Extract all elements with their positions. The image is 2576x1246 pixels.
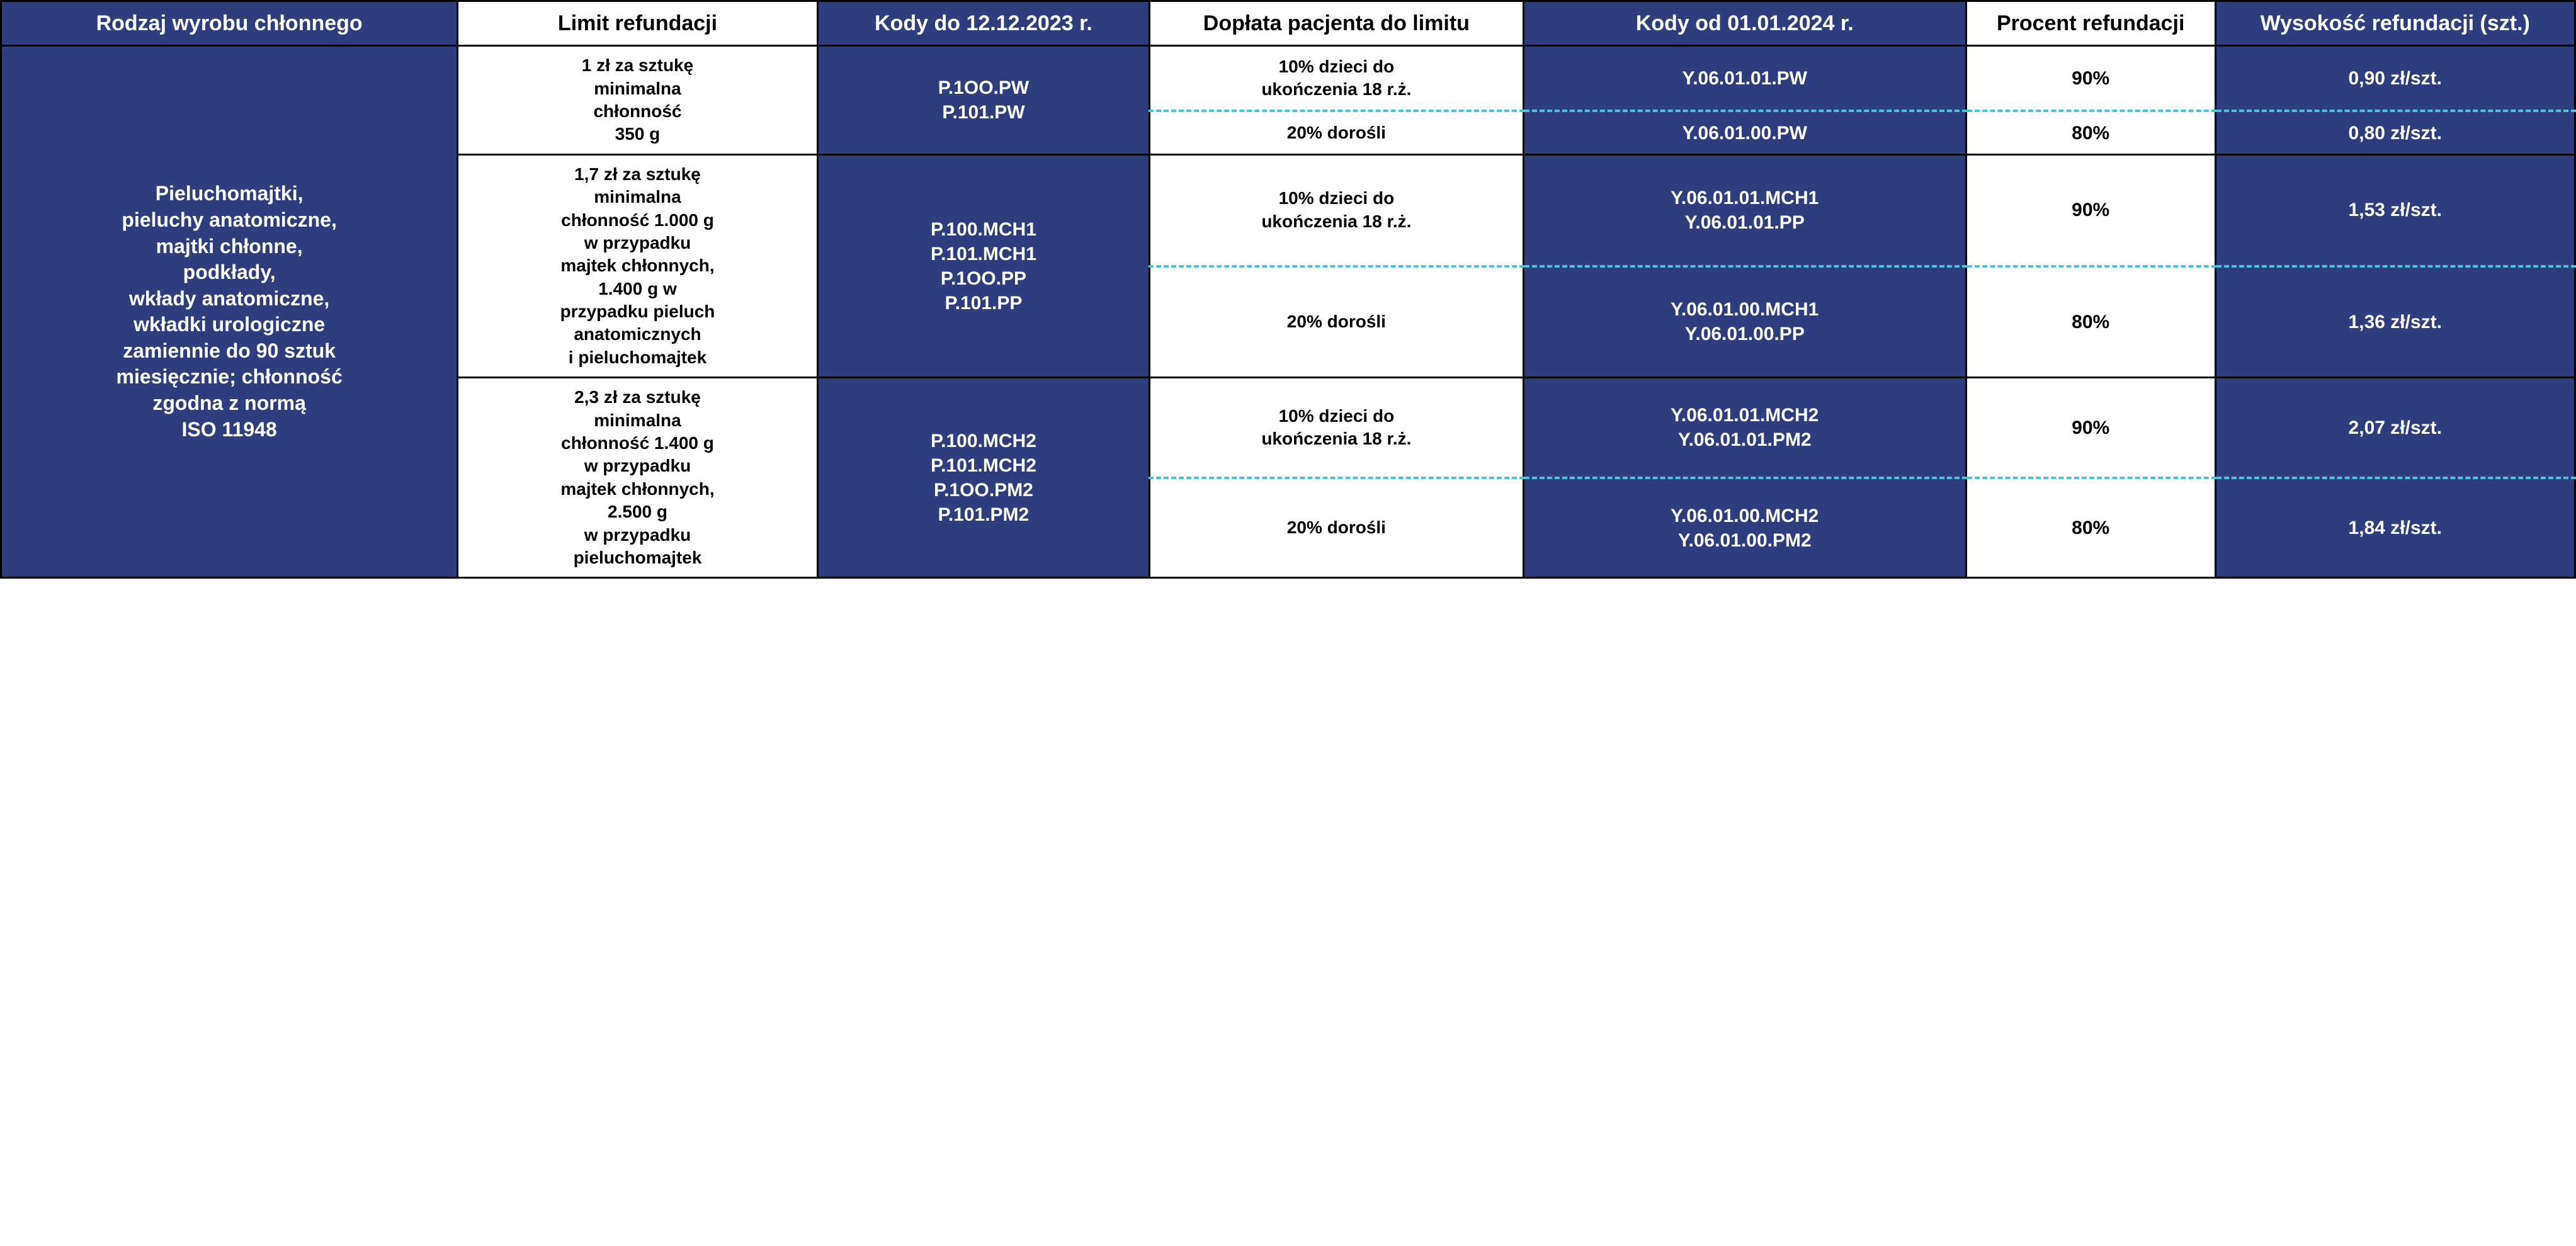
header-codes-old: Kody do 12.12.2023 r. bbox=[817, 1, 1149, 46]
surcharge-cell: 10% dzieci do ukończenia 18 r.ż. bbox=[1150, 378, 1523, 478]
surcharge-cell: 20% dorośli bbox=[1150, 111, 1523, 154]
limit-cell: 2,3 zł za sztukę minimalna chłonność 1.4… bbox=[458, 378, 817, 578]
percent-cell: 80% bbox=[1966, 266, 2215, 378]
header-limit: Limit refundacji bbox=[458, 1, 817, 46]
header-percent: Procent refundacji bbox=[1966, 1, 2215, 46]
surcharge-cell: 20% dorośli bbox=[1150, 478, 1523, 578]
product-type-cell: Pieluchomajtki, pieluchy anatomiczne, ma… bbox=[1, 46, 458, 578]
amount-cell: 0,90 zł/szt. bbox=[2215, 46, 2575, 111]
percent-cell: 80% bbox=[1966, 111, 2215, 154]
codes-old-cell: P.100.MCH1 P.101.MCH1 P.1OO.PP P.101.PP bbox=[817, 154, 1149, 378]
codes-new-cell: Y.06.01.00.MCH2 Y.06.01.00.PM2 bbox=[1523, 478, 1966, 578]
table-row: Pieluchomajtki, pieluchy anatomiczne, ma… bbox=[1, 46, 2575, 111]
amount-cell: 2,07 zł/szt. bbox=[2215, 378, 2575, 478]
codes-old-cell: P.1OO.PW P.101.PW bbox=[817, 46, 1149, 155]
codes-new-cell: Y.06.01.00.PW bbox=[1523, 111, 1966, 154]
header-codes-new: Kody od 01.01.2024 r. bbox=[1523, 1, 1966, 46]
codes-new-cell: Y.06.01.01.MCH1 Y.06.01.01.PP bbox=[1523, 154, 1966, 266]
limit-cell: 1,7 zł za sztukę minimalna chłonność 1.0… bbox=[458, 154, 817, 378]
header-surcharge: Dopłata pacjenta do limitu bbox=[1150, 1, 1523, 46]
codes-new-cell: Y.06.01.01.MCH2 Y.06.01.01.PM2 bbox=[1523, 378, 1966, 478]
percent-cell: 90% bbox=[1966, 154, 2215, 266]
percent-cell: 80% bbox=[1966, 478, 2215, 578]
reimbursement-table: Rodzaj wyrobu chłonnego Limit refundacji… bbox=[0, 0, 2576, 579]
header-amount: Wysokość refundacji (szt.) bbox=[2215, 1, 2575, 46]
codes-new-cell: Y.06.01.01.PW bbox=[1523, 46, 1966, 111]
table-body: Pieluchomajtki, pieluchy anatomiczne, ma… bbox=[1, 46, 2575, 578]
percent-cell: 90% bbox=[1966, 378, 2215, 478]
surcharge-cell: 10% dzieci do ukończenia 18 r.ż. bbox=[1150, 46, 1523, 111]
codes-new-cell: Y.06.01.00.MCH1 Y.06.01.00.PP bbox=[1523, 266, 1966, 378]
limit-cell: 1 zł za sztukę minimalna chłonność 350 g bbox=[458, 46, 817, 155]
surcharge-cell: 10% dzieci do ukończenia 18 r.ż. bbox=[1150, 154, 1523, 266]
header-product-type: Rodzaj wyrobu chłonnego bbox=[1, 1, 458, 46]
codes-old-cell: P.100.MCH2 P.101.MCH2 P.1OO.PM2 P.101.PM… bbox=[817, 378, 1149, 578]
amount-cell: 1,53 zł/szt. bbox=[2215, 154, 2575, 266]
amount-cell: 1,36 zł/szt. bbox=[2215, 266, 2575, 378]
percent-cell: 90% bbox=[1966, 46, 2215, 111]
header-row: Rodzaj wyrobu chłonnego Limit refundacji… bbox=[1, 1, 2575, 46]
surcharge-cell: 20% dorośli bbox=[1150, 266, 1523, 378]
amount-cell: 0,80 zł/szt. bbox=[2215, 111, 2575, 154]
amount-cell: 1,84 zł/szt. bbox=[2215, 478, 2575, 578]
